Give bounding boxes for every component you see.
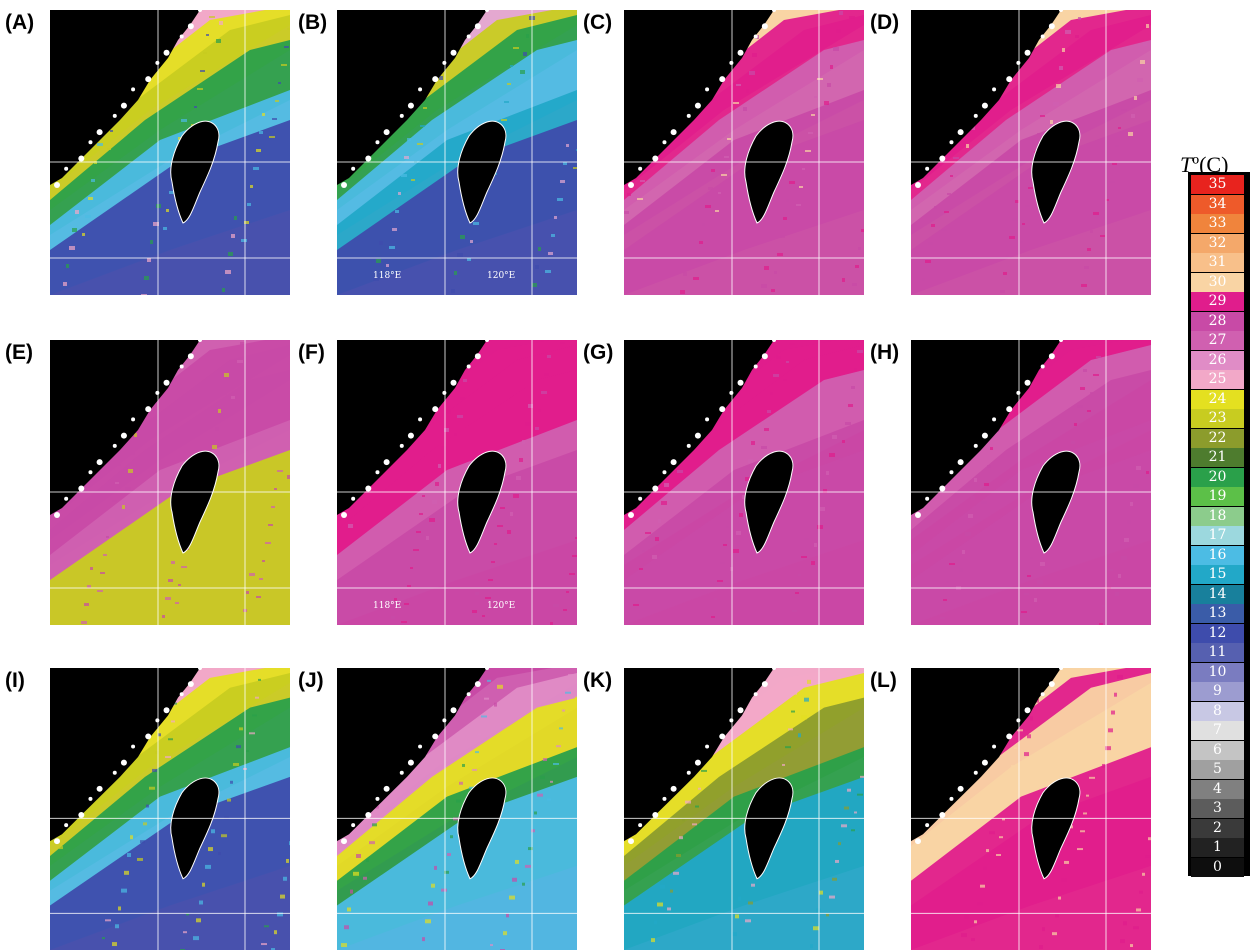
legend-swatch-29: 29 (1191, 292, 1244, 311)
sst-map-h (911, 340, 1151, 625)
sst-map-c (624, 10, 864, 295)
legend-swatch-18: 18 (1191, 506, 1244, 526)
legend-swatch-2: 2 (1191, 818, 1244, 838)
legend-swatch-1: 1 (1191, 838, 1244, 857)
legend-swatch-16: 16 (1191, 545, 1244, 565)
sst-map-a (50, 10, 290, 295)
panel-label-a: (A) (5, 11, 35, 34)
legend-swatch-7: 7 (1191, 721, 1244, 740)
sst-map-k (624, 668, 864, 950)
legend-swatch-15: 15 (1191, 565, 1244, 584)
sst-map-e (50, 340, 290, 625)
legend-swatch-34: 34 (1191, 194, 1244, 214)
legend-swatch-13: 13 (1191, 604, 1244, 623)
panel-label-i: (I) (5, 669, 25, 692)
legend-swatch-19: 19 (1191, 487, 1244, 506)
longitude-label: 120°E (487, 601, 515, 611)
sst-map-f: 118°E 120°E (337, 340, 577, 625)
legend-swatch-12: 12 (1191, 623, 1244, 643)
legend-swatch-30: 30 (1191, 272, 1244, 292)
longitude-label: 118°E (373, 271, 401, 281)
legend-swatch-10: 10 (1191, 662, 1244, 682)
legend-swatch-11: 11 (1191, 643, 1244, 662)
sst-map-l (911, 668, 1151, 950)
panel-label-d: (D) (870, 11, 900, 34)
longitude-label: 120°E (487, 271, 515, 281)
temperature-color-scale: 35 34 33 32 31 30 29 28 27 26 25 24 23 22 21 20 19 18 17 16… (1188, 172, 1250, 877)
legend-swatch-9: 9 (1191, 682, 1244, 701)
sst-map-b: 118°E 120°E (337, 10, 577, 295)
legend-swatch-14: 14 (1191, 584, 1244, 604)
legend-swatch-28: 28 (1191, 311, 1244, 331)
panel-label-j: (J) (298, 669, 324, 692)
panel-label-k: (K) (583, 669, 613, 692)
panel-label-l: (L) (870, 669, 897, 692)
legend-swatch-21: 21 (1191, 448, 1244, 467)
legend-swatch-4: 4 (1191, 779, 1244, 799)
legend-swatch-32: 32 (1191, 233, 1244, 253)
sst-map-d (911, 10, 1151, 295)
panel-label-b: (B) (298, 11, 328, 34)
legend-swatch-0: 0 (1191, 857, 1244, 877)
panel-label-c: (C) (583, 11, 613, 34)
legend-title-symbol: T (1180, 152, 1193, 177)
sst-map-g (624, 340, 864, 625)
legend-swatch-25: 25 (1191, 370, 1244, 389)
panel-label-g: (G) (583, 341, 614, 364)
panel-label-f: (F) (298, 341, 325, 364)
legend-swatch-8: 8 (1191, 701, 1244, 721)
legend-swatch-24: 24 (1191, 389, 1244, 409)
sst-map-j (337, 668, 577, 950)
legend-swatch-27: 27 (1191, 331, 1244, 350)
legend-swatch-3: 3 (1191, 799, 1244, 818)
legend-swatch-20: 20 (1191, 467, 1244, 487)
legend-swatch-26: 26 (1191, 350, 1244, 370)
legend-swatch-31: 31 (1191, 253, 1244, 272)
longitude-label: 118°E (373, 601, 401, 611)
sst-map-i (50, 668, 290, 950)
legend-swatch-22: 22 (1191, 428, 1244, 448)
legend-swatch-35: 35 (1191, 175, 1244, 194)
legend-swatch-17: 17 (1191, 526, 1244, 545)
panel-label-e: (E) (5, 341, 33, 364)
legend-swatch-6: 6 (1191, 740, 1244, 760)
legend-swatch-23: 23 (1191, 409, 1244, 428)
legend-swatch-33: 33 (1191, 214, 1244, 233)
panel-label-h: (H) (870, 341, 900, 364)
legend-swatch-5: 5 (1191, 760, 1244, 779)
